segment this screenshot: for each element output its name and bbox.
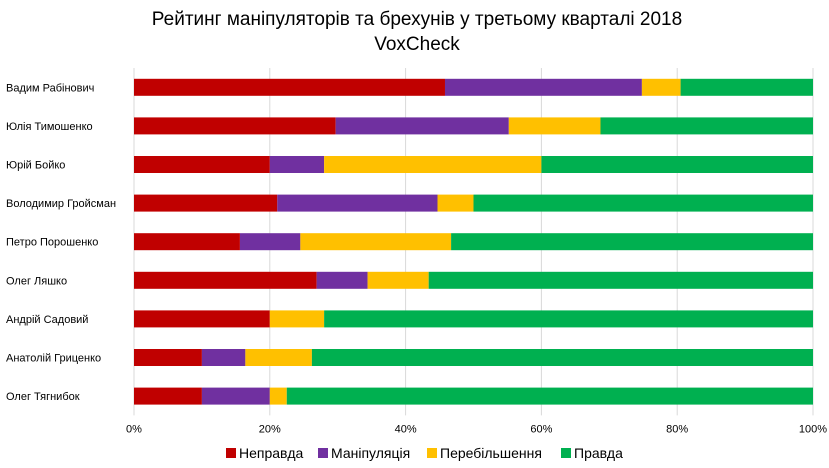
x-tick-label: 0% (126, 423, 142, 435)
chart-subtitle: VoxCheck (374, 34, 460, 55)
bar-segment (134, 156, 270, 173)
category-label: Андрій Садовий (6, 314, 88, 326)
legend-swatch (226, 448, 236, 458)
legend: Неправда Маніпуляція Перебільшення Правда (226, 445, 623, 461)
x-tick-label: 20% (259, 423, 281, 435)
bar-segment (437, 194, 474, 212)
legend-swatch (318, 448, 328, 458)
bar-segment (300, 233, 452, 251)
legend-swatch (561, 448, 571, 458)
bar-segment (134, 387, 202, 405)
category-label: Петро Порошенко (6, 237, 98, 249)
bar-segment (269, 156, 325, 173)
category-label: Олег Тягнибок (6, 391, 80, 403)
x-tick-label: 80% (666, 423, 688, 435)
bar-segment (277, 194, 438, 212)
bar-segment (134, 194, 278, 212)
bar-segment (201, 349, 246, 366)
bar-segment (134, 271, 317, 289)
bar-segment (324, 310, 813, 328)
chart-title: Рейтинг маніпуляторів та брехунів у трет… (152, 9, 682, 30)
bar-segment (286, 387, 813, 405)
legend-label: Маніпуляція (331, 445, 410, 461)
bar-segment (269, 387, 287, 405)
category-label: Анатолій Гриценко (6, 353, 101, 365)
legend-label: Перебільшення (440, 445, 542, 461)
bar-segment (444, 78, 642, 96)
bar-segment (239, 233, 301, 251)
bar-segment (473, 194, 813, 212)
bar-segment (600, 117, 813, 135)
bar-segment (324, 156, 542, 173)
bar-segment (367, 271, 429, 289)
bar-segment (428, 271, 813, 289)
bar-segment (269, 310, 325, 328)
category-label: Володимир Гройсман (6, 198, 116, 210)
bar-segment (451, 233, 813, 251)
bar-segment (134, 78, 445, 96)
bar-segment (134, 117, 336, 135)
bar-segment (134, 349, 202, 366)
bar-segment (335, 117, 509, 135)
category-label: Вадим Рабінович (6, 82, 94, 94)
legend-label: Неправда (239, 445, 303, 461)
category-label: Олег Ляшко (6, 275, 67, 287)
x-tick-label: 60% (530, 423, 552, 435)
x-tick-label: 40% (395, 423, 417, 435)
category-labels: Вадим Рабінович Юлія Тимошенко Юрій Бойко В… (6, 82, 116, 403)
category-label: Юлія Тимошенко (6, 121, 93, 133)
category-label: Юрій Бойко (6, 160, 65, 172)
bar-segment (245, 349, 312, 366)
bar-segment (134, 310, 270, 328)
bar-segment (201, 387, 270, 405)
bar-segment (680, 78, 813, 96)
x-tick-label: 100% (799, 423, 827, 435)
legend-swatch (427, 448, 437, 458)
bar-segment (134, 233, 240, 251)
bar-segment (316, 271, 368, 289)
bar-segment (311, 349, 813, 366)
bar-segment (541, 156, 813, 173)
x-axis-tick-labels: 0% 20% 40% 60% 80% 100% (126, 423, 827, 435)
bar-segment (641, 78, 681, 96)
bars (134, 78, 813, 405)
legend-label: Правда (574, 445, 623, 461)
bar-segment (508, 117, 601, 135)
